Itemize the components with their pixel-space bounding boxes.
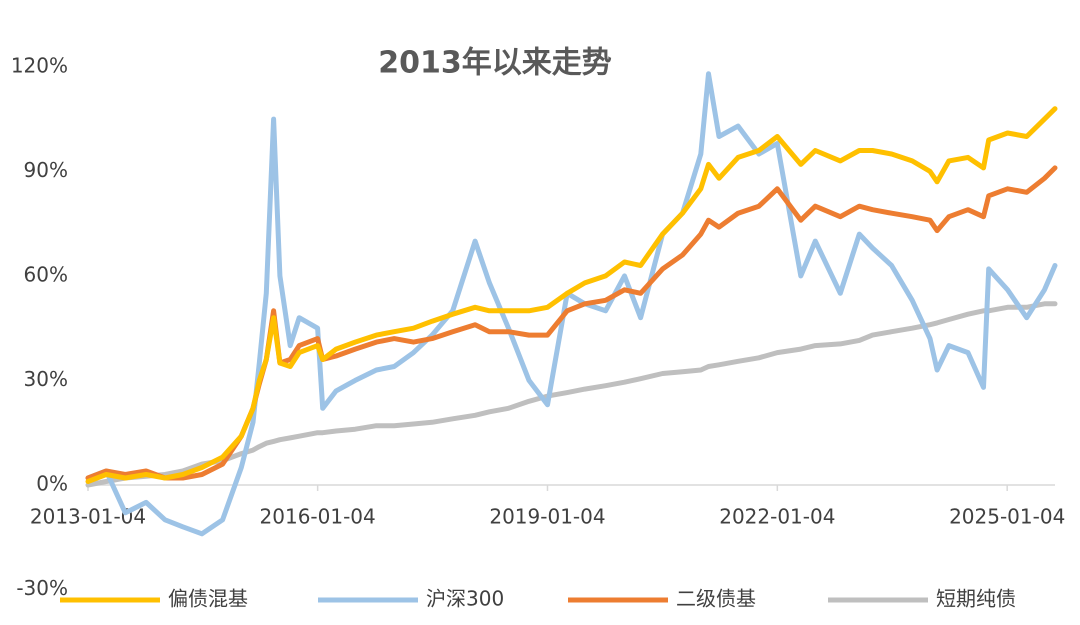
legend-label: 偏债混基 (168, 587, 248, 611)
x-tick-label: 2025-01-04 (949, 504, 1065, 528)
legend-label: 短期纯债 (936, 587, 1016, 611)
y-tick-label: -30% (16, 576, 68, 600)
y-tick-label: 120% (11, 53, 68, 77)
y-tick-label: 60% (24, 262, 68, 286)
legend-label: 二级债基 (676, 587, 756, 611)
series-line (85, 106, 1058, 484)
x-tick-label: 2013-01-04 (30, 504, 146, 528)
chart-title: 2013年以来走势 (378, 46, 612, 81)
series-line (85, 71, 1058, 537)
y-tick-label: 90% (24, 158, 68, 182)
x-tick-label: 2016-01-04 (260, 504, 376, 528)
legend-label: 沪深300 (426, 587, 504, 611)
series-line (85, 301, 1058, 488)
y-tick-label: 30% (24, 367, 68, 391)
x-tick-label: 2022-01-04 (719, 504, 835, 528)
x-tick-label: 2019-01-04 (489, 504, 605, 528)
y-tick-label: 0% (36, 471, 68, 495)
series-line (85, 165, 1058, 481)
